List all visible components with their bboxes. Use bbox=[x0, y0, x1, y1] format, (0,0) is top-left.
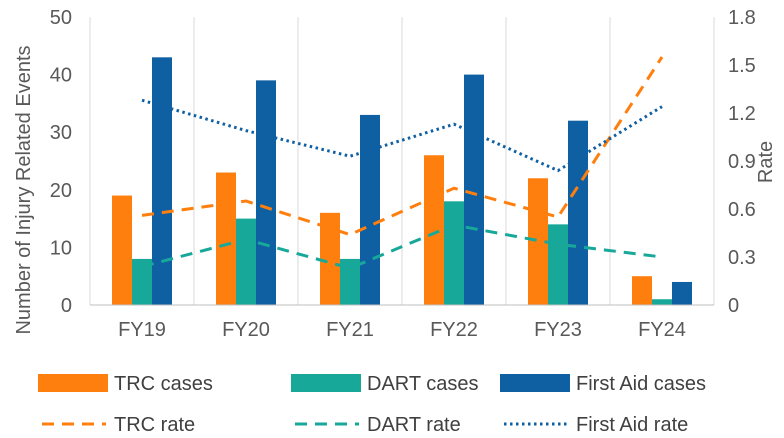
legend-label: DART rate bbox=[367, 414, 461, 436]
line-trc-rate bbox=[141, 56, 664, 237]
legend-item: First Aid cases bbox=[500, 373, 706, 395]
y2-tick-label: 0.3 bbox=[728, 247, 756, 269]
bar-first-aid-cases bbox=[360, 114, 380, 305]
bar-first-aid-cases bbox=[568, 120, 588, 306]
y-tick-label: 0 bbox=[61, 295, 72, 317]
bar-first-aid-cases bbox=[256, 80, 276, 305]
bar-first-aid-cases bbox=[464, 74, 484, 305]
legend-item: TRC rate bbox=[42, 414, 195, 436]
legend-item: DART rate bbox=[295, 414, 461, 436]
legend-swatch bbox=[500, 374, 570, 392]
gridlines bbox=[89, 17, 715, 305]
y2-tick-label: 0 bbox=[728, 295, 739, 317]
legend-swatch bbox=[38, 374, 108, 392]
y2-tick-label: 1.5 bbox=[728, 55, 756, 77]
x-tick-label: FY21 bbox=[326, 319, 374, 341]
bar-dart-cases bbox=[132, 258, 152, 305]
x-tick-label: FY23 bbox=[534, 319, 582, 341]
legend-label: DART cases bbox=[367, 373, 479, 395]
legend-label: TRC rate bbox=[114, 414, 195, 436]
legend-swatch bbox=[291, 374, 361, 392]
y2-tick-label: 1.2 bbox=[728, 103, 756, 125]
y-axis-ticks: 0 10 20 30 40 50 bbox=[50, 7, 72, 317]
y2-axis-ticks: 0 0.3 0.6 0.9 1.2 1.5 1.8 bbox=[728, 7, 756, 317]
legend-item: TRC cases bbox=[38, 373, 213, 395]
y-tick-label: 10 bbox=[50, 237, 72, 259]
bar-dart-cases bbox=[340, 258, 360, 305]
y2-tick-label: 0.9 bbox=[728, 151, 756, 173]
x-tick-label: FY22 bbox=[430, 319, 478, 341]
bar-dart-cases bbox=[444, 201, 464, 305]
x-tick-label: FY19 bbox=[118, 319, 166, 341]
bar-first-aid-cases bbox=[152, 57, 172, 305]
y2-axis-title: Rate bbox=[755, 141, 777, 183]
bar-trc-cases bbox=[424, 155, 444, 305]
y2-tick-label: 1.8 bbox=[728, 7, 756, 29]
legend-item: First Aid rate bbox=[504, 414, 688, 436]
legend-label: First Aid cases bbox=[576, 373, 706, 395]
y-tick-label: 30 bbox=[50, 122, 72, 144]
legend-label: TRC cases bbox=[114, 373, 213, 395]
legend-label: First Aid rate bbox=[576, 414, 688, 436]
legend: TRC cases DART cases First Aid cases TRC ra… bbox=[38, 373, 706, 436]
y-axis-title: Number of Injury Related Events bbox=[13, 45, 35, 334]
legend-item: DART cases bbox=[291, 373, 479, 395]
y-tick-label: 20 bbox=[50, 180, 72, 202]
bar-first-aid-cases bbox=[672, 281, 692, 305]
bar-trc-cases bbox=[112, 195, 132, 305]
bar-dart-cases bbox=[652, 299, 672, 305]
line-dart-rate bbox=[141, 223, 663, 270]
x-tick-label: FY24 bbox=[638, 319, 686, 341]
x-axis-ticks: FY19 FY20 FY21 FY22 FY23 FY24 bbox=[118, 319, 686, 341]
y2-tick-label: 0.6 bbox=[728, 199, 756, 221]
y-tick-label: 50 bbox=[50, 7, 72, 29]
bar-dart-cases bbox=[548, 224, 568, 305]
bar-trc-cases bbox=[632, 276, 652, 305]
y-tick-label: 40 bbox=[50, 65, 72, 87]
bar-trc-cases bbox=[320, 212, 340, 305]
x-tick-label: FY20 bbox=[222, 319, 270, 341]
line-first-aid-rate bbox=[141, 98, 663, 173]
rate-lines bbox=[141, 56, 664, 270]
bar-dart-cases bbox=[236, 218, 256, 305]
bar-trc-cases bbox=[216, 172, 236, 305]
